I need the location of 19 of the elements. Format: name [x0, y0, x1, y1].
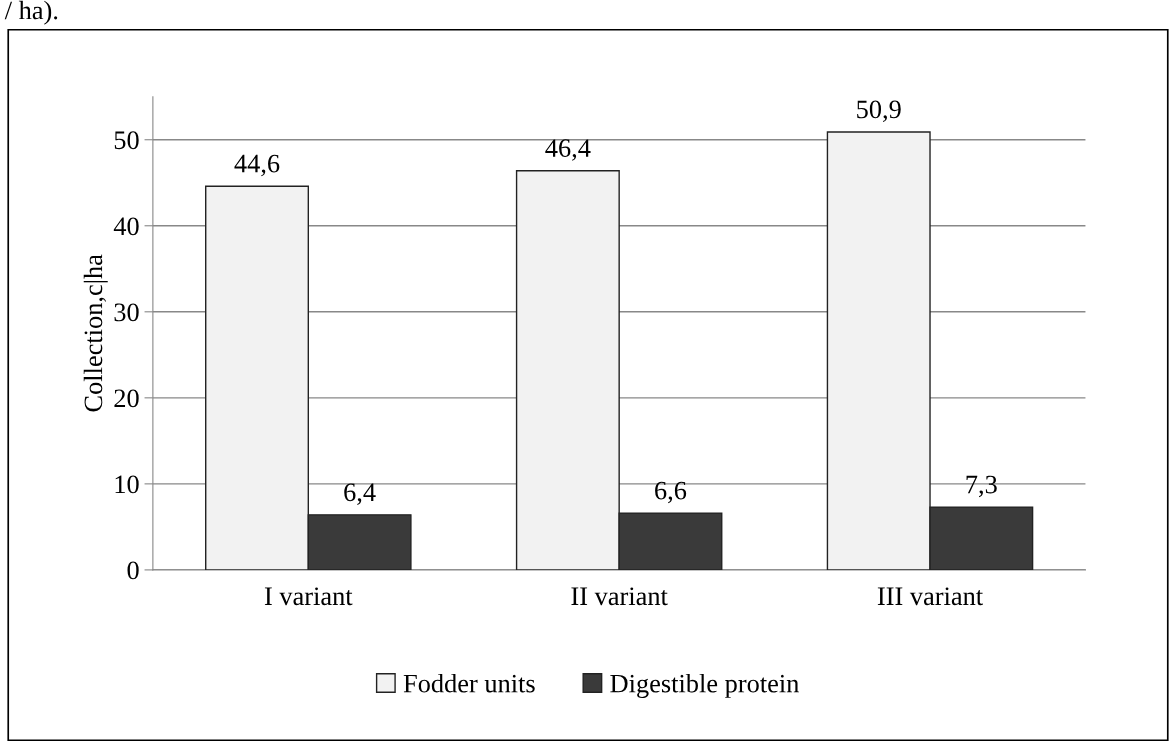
- y-tick-label: 40: [113, 217, 139, 236]
- data-label: 44,6: [234, 154, 280, 177]
- data-label: 7,3: [966, 475, 997, 498]
- data-label: 6,6: [655, 481, 687, 504]
- x-tick-label: I variant: [264, 587, 353, 606]
- y-tick-label: 20: [114, 389, 139, 408]
- y-tick-label: 0: [127, 561, 139, 580]
- data-label: 46,4: [545, 139, 591, 161]
- text: / ha).: [4, 0, 58, 25]
- x-tick-label: II variant: [571, 587, 668, 606]
- legend-label: Digestible protein: [610, 673, 799, 698]
- y-tick-label: 30: [114, 303, 139, 322]
- data-label: 50,9: [857, 100, 901, 123]
- y-tick-label: 50: [114, 131, 139, 150]
- x-tick-label: III variant: [877, 587, 983, 606]
- data-label: 6,4: [344, 483, 376, 505]
- y-axis-title: Collection,c|ha: [83, 254, 108, 412]
- legend-label: Fodder units: [403, 673, 535, 693]
- y-tick-label: 10: [115, 475, 139, 494]
